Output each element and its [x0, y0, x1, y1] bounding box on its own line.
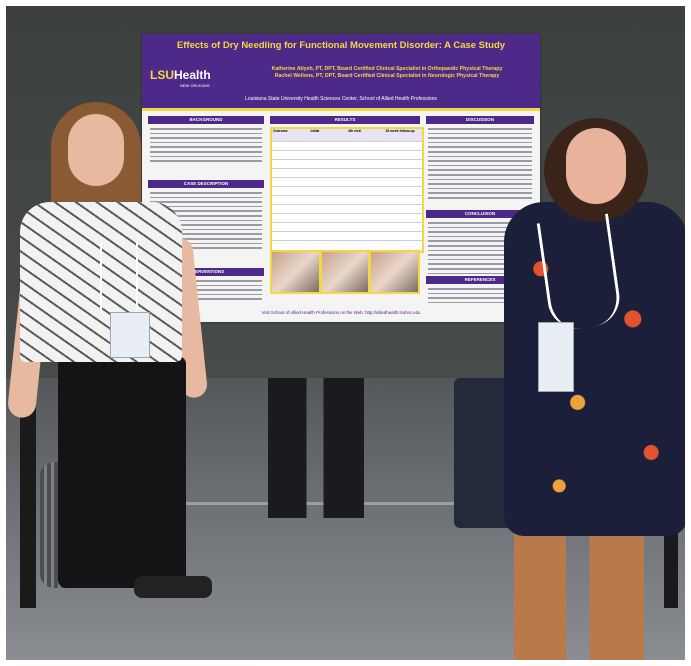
- section-discussion: DISCUSSION: [426, 116, 534, 124]
- table-header-cell: Outcome: [273, 129, 288, 133]
- table-row: [272, 142, 422, 151]
- section-case-description: CASE DESCRIPTION: [148, 180, 264, 188]
- name-badge: [110, 312, 150, 358]
- case-description-text: [150, 192, 262, 252]
- presenter-left-shoes: [134, 576, 212, 598]
- lsu-health-logo: LSUHealth: [150, 68, 211, 82]
- poster-header: Effects of Dry Needling for Functional M…: [142, 34, 540, 108]
- presenter-right-boots: [514, 526, 644, 660]
- conclusion-text: [428, 222, 532, 277]
- table-row: [272, 169, 422, 178]
- board-stand-left: [20, 378, 36, 608]
- table-row: [272, 196, 422, 205]
- table-header-cell: Initial: [310, 129, 320, 133]
- section-conclusion: CONCLUSION: [426, 210, 534, 218]
- table-header-cell: 4th visit: [348, 129, 361, 133]
- table-row: [272, 232, 422, 241]
- results-table: Outcome Initial 4th visit 25 week follow…: [270, 127, 424, 253]
- poster-photo: [272, 252, 319, 292]
- lanyard: [100, 242, 138, 318]
- poster-footer: Visit School of Allied Health Profession…: [261, 310, 421, 315]
- presenter-left-pants: [58, 356, 186, 588]
- references-text: [428, 288, 532, 306]
- poster-photo: [371, 252, 419, 292]
- poster-title: Effects of Dry Needling for Functional M…: [176, 40, 506, 51]
- table-row: [272, 214, 422, 223]
- logo-main: LSU: [150, 68, 174, 82]
- table-header-cell: 25 week follow-up: [385, 129, 415, 133]
- section-background: BACKGROUND: [148, 116, 264, 124]
- presenter-left-face: [68, 114, 124, 186]
- table-row: [272, 151, 422, 160]
- poster-authors: Katherine Atiyeh, PT, DPT, Board Certifi…: [242, 66, 532, 80]
- section-references: REFERENCES: [426, 276, 534, 284]
- logo-accent: Health: [174, 68, 211, 82]
- background-person-legs: [268, 378, 364, 518]
- poster-photos: [270, 250, 420, 294]
- presenter-right-face: [566, 128, 626, 204]
- floor-marking: [176, 502, 656, 505]
- name-badge: [538, 322, 574, 392]
- table-row: [272, 187, 422, 196]
- table-row: [272, 178, 422, 187]
- background-text: [150, 128, 262, 165]
- research-poster: Effects of Dry Needling for Functional M…: [142, 34, 540, 322]
- author-2: Rachel Wellons, PT, DPT, Board Certified…: [274, 73, 500, 79]
- poster-photo: [321, 252, 369, 292]
- interventions-text: [150, 280, 262, 303]
- section-results: RESULTS: [270, 116, 420, 124]
- conference-photo: Effects of Dry Needling for Functional M…: [6, 6, 685, 660]
- gold-divider: [142, 108, 540, 111]
- discussion-text: [428, 128, 532, 202]
- presenter-right-floral-dress: [504, 202, 685, 536]
- section-interventions: INTERVENTIONS: [148, 268, 264, 276]
- table-row: [272, 205, 422, 214]
- table-row: [272, 160, 422, 169]
- table-row: [272, 223, 422, 232]
- author-1: Katherine Atiyeh, PT, DPT, Board Certifi…: [271, 66, 503, 72]
- logo-subtitle: NEW ORLEANS: [180, 83, 210, 88]
- results-table-header: Outcome Initial 4th visit 25 week follow…: [272, 129, 422, 142]
- poster-institution: Louisiana State University Health Scienc…: [245, 96, 437, 102]
